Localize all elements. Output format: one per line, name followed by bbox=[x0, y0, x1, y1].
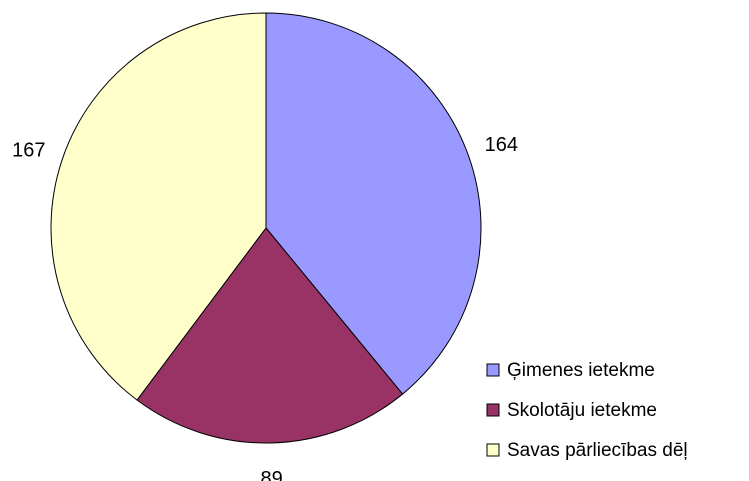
data-label: 167 bbox=[12, 139, 45, 161]
pie-slice bbox=[136, 227, 404, 444]
legend-swatch bbox=[486, 403, 500, 417]
pie-slice bbox=[265, 12, 482, 395]
legend-label: Skolotāju ietekme bbox=[507, 400, 657, 421]
legend-label: Ģimenes ietekme bbox=[507, 360, 655, 381]
legend-swatch bbox=[486, 443, 500, 457]
legend-label: Savas pārliecības dēļ bbox=[507, 440, 688, 461]
legend-swatch bbox=[486, 363, 500, 377]
pie-slice bbox=[50, 12, 267, 401]
data-label: 164 bbox=[485, 134, 518, 156]
data-label: 89 bbox=[260, 468, 282, 481]
